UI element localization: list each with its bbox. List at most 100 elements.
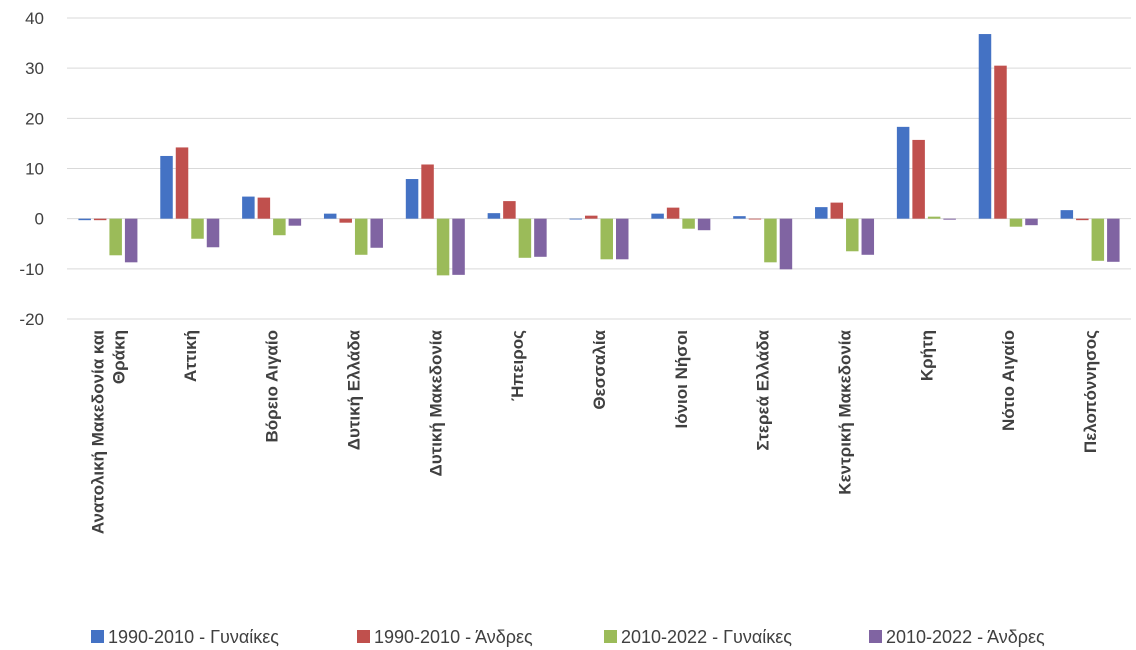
bar xyxy=(405,179,419,219)
y-tick-label: 20 xyxy=(25,109,44,128)
bar xyxy=(779,218,793,270)
bar xyxy=(354,218,368,255)
bar xyxy=(534,218,547,257)
legend-swatch xyxy=(869,630,882,643)
x-tick-label: Βόρειο Αιγαίο xyxy=(263,330,282,442)
bar xyxy=(815,207,828,219)
bar xyxy=(651,213,664,219)
bar xyxy=(421,164,434,219)
bar xyxy=(452,218,465,275)
bar xyxy=(160,155,173,219)
bar xyxy=(748,218,762,220)
bar xyxy=(569,218,582,220)
bar xyxy=(323,213,337,219)
bar xyxy=(616,218,629,260)
x-tick-label-line: Ανατολική Μακεδονία και xyxy=(88,330,107,534)
bar xyxy=(978,34,992,219)
bar xyxy=(109,218,122,256)
bar xyxy=(191,218,204,239)
bars xyxy=(78,34,1120,276)
bar xyxy=(370,218,383,248)
legend-item: 2010-2022 - Γυναίκες xyxy=(604,627,792,647)
bar xyxy=(436,218,450,276)
bar xyxy=(124,218,138,263)
legend: 1990-2010 - Γυναίκες 1990-2010 - Άνδρες 20… xyxy=(91,627,1045,647)
x-tick-label: Κρήτη xyxy=(917,330,936,381)
bar xyxy=(600,218,613,260)
legend-swatch xyxy=(604,630,617,643)
x-tick-label: Ιόνιοι Νήσοι xyxy=(672,330,691,429)
x-tick-label-line: Στερεά Ελλάδα xyxy=(754,329,773,450)
legend-label: 1990-2010 - Γυναίκες xyxy=(108,627,279,647)
bar xyxy=(943,218,956,220)
x-tick-label: Δυτική Μακεδονία xyxy=(426,329,445,476)
bar xyxy=(927,216,941,219)
y-axis: 40 30 20 10 0 -10 -20 xyxy=(19,9,44,329)
bar xyxy=(206,218,220,248)
legend-item: 2010-2022 - Άνδρες xyxy=(869,627,1045,647)
bar xyxy=(78,218,91,221)
bar xyxy=(912,139,925,219)
bar xyxy=(666,207,680,219)
y-tick-label: 40 xyxy=(25,9,44,28)
bar xyxy=(518,218,532,258)
x-tick-label-line: Κρήτη xyxy=(917,330,936,381)
bar xyxy=(1091,218,1105,261)
bar xyxy=(733,216,746,219)
bar xyxy=(1107,218,1120,262)
legend-item: 1990-2010 - Γυναίκες xyxy=(91,627,279,647)
bar xyxy=(242,196,255,219)
y-tick-label: -20 xyxy=(19,310,44,329)
y-tick-label: 10 xyxy=(25,160,44,179)
bar xyxy=(288,218,302,226)
x-tick-label-line: Θεσσαλία xyxy=(590,329,609,409)
bar xyxy=(896,126,910,219)
x-axis: Ανατολική Μακεδονία και Θράκη Αττική Βόρειο… xyxy=(88,329,1100,534)
x-tick-label-line: Νότιο Αιγαίο xyxy=(999,330,1018,431)
x-tick-label-line: Βόρειο Αιγαίο xyxy=(263,330,282,442)
legend-swatch xyxy=(357,630,370,643)
x-tick-label: Ήπειρος xyxy=(508,330,527,401)
x-tick-label-line: Αττική xyxy=(181,330,200,382)
x-tick-label: Κεντρική Μακεδονία xyxy=(836,329,855,494)
bar xyxy=(994,65,1007,219)
legend-swatch xyxy=(91,630,104,643)
x-tick-label-line: Ιόνιοι Νήσοι xyxy=(672,330,691,429)
x-tick-label: Ανατολική Μακεδονία και Θράκη xyxy=(88,330,128,534)
x-tick-label: Πελοπόννησος xyxy=(1081,330,1100,453)
bar xyxy=(846,218,859,252)
bar xyxy=(1060,210,1074,219)
bar xyxy=(93,218,107,221)
x-tick-label: Νότιο Αιγαίο xyxy=(999,330,1018,431)
bar xyxy=(487,213,501,219)
bar xyxy=(175,147,189,219)
x-tick-label-line: Δυτική Μακεδονία xyxy=(426,329,445,476)
y-tick-label: 30 xyxy=(25,59,44,78)
bar xyxy=(764,218,777,263)
bar xyxy=(861,218,875,255)
x-tick-label-line: Θράκη xyxy=(109,330,128,384)
bar xyxy=(585,215,598,219)
x-tick-label: Δυτική Ελλάδα xyxy=(344,329,363,450)
legend-label: 1990-2010 - Άνδρες xyxy=(374,627,533,647)
bar xyxy=(697,218,711,231)
legend-label: 2010-2022 - Γυναίκες xyxy=(621,627,792,647)
x-tick-label: Στερεά Ελλάδα xyxy=(754,329,773,450)
x-tick-label-line: Κεντρική Μακεδονία xyxy=(836,329,855,494)
gridlines xyxy=(67,17,1131,320)
x-tick-label-line: Πελοπόννησος xyxy=(1081,330,1100,453)
x-tick-label: Θεσσαλία xyxy=(590,329,609,409)
y-tick-label: 0 xyxy=(35,210,44,229)
x-tick-label: Αττική xyxy=(181,330,200,382)
bar xyxy=(339,218,352,223)
y-tick-label: -10 xyxy=(19,260,44,279)
bar xyxy=(1009,218,1023,227)
bar xyxy=(503,201,516,219)
bar xyxy=(1025,218,1038,226)
x-tick-label-line: Δυτική Ελλάδα xyxy=(344,329,363,450)
bar xyxy=(257,197,271,219)
bar xyxy=(273,218,286,236)
x-tick-label-line: Ήπειρος xyxy=(508,330,527,401)
legend-label: 2010-2022 - Άνδρες xyxy=(886,627,1045,647)
